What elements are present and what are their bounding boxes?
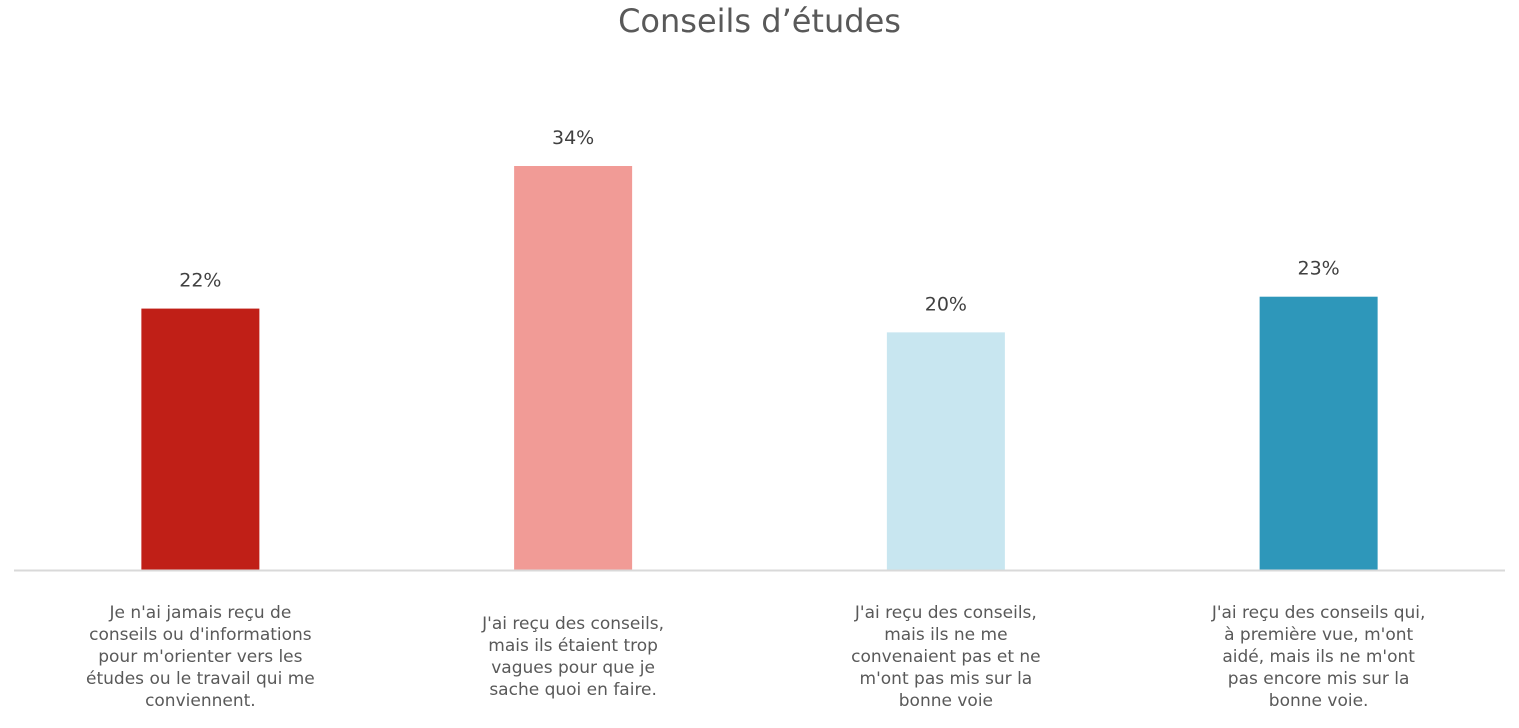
data-label-4: 23% xyxy=(1298,258,1340,280)
x-tick-label-3: J'ai reçu des conseils, mais ils ne me con… xyxy=(851,603,1041,711)
x-tick-label-1: Je n'ai jamais reçu de conseils ou d'info… xyxy=(86,603,315,711)
x-tick-label-line: conviennent. xyxy=(145,691,256,711)
bar-4 xyxy=(1259,296,1378,570)
bar-2 xyxy=(514,166,633,570)
x-tick-label-line: vagues pour que je xyxy=(491,658,655,678)
data-label-2: 34% xyxy=(552,127,594,149)
x-tick-label-line: mais ils étaient trop xyxy=(488,636,658,656)
x-tick-label-line: à première vue, m'ont xyxy=(1224,625,1413,645)
data-label-1: 22% xyxy=(179,270,221,292)
x-tick-label-line: conseils ou d'informations xyxy=(89,625,312,645)
x-tick-label-line: études ou le travail qui me xyxy=(86,669,315,689)
x-tick-label-line: convenaient pas et ne xyxy=(851,647,1041,667)
bar-3 xyxy=(886,332,1005,570)
x-tick-label-line: m'ont pas mis sur la xyxy=(860,669,1033,689)
x-tick-label-line: sache quoi en faire. xyxy=(489,680,657,700)
x-tick-label-line: mais ils ne me xyxy=(884,625,1007,645)
chart-title: Conseils d’études xyxy=(618,2,901,40)
x-tick-label-line: aidé, mais ils ne m'ont xyxy=(1222,647,1415,667)
x-tick-label-4: J'ai reçu des conseils qui, à première vu… xyxy=(1211,603,1426,711)
x-tick-label-line: bonne voie xyxy=(899,691,993,711)
data-label-3: 20% xyxy=(925,293,967,315)
x-tick-label-2: J'ai reçu des conseils, mais ils étaient … xyxy=(481,614,664,700)
x-tick-label-line: pas encore mis sur la xyxy=(1228,669,1410,689)
bar-1 xyxy=(141,308,260,570)
x-tick-label-line: J'ai reçu des conseils, xyxy=(481,614,664,634)
x-tick-label-line: J'ai reçu des conseils, xyxy=(854,603,1037,623)
x-tick-label-line: bonne voie. xyxy=(1269,691,1369,711)
x-tick-label-line: Je n'ai jamais reçu de xyxy=(108,603,291,623)
x-tick-label-line: J'ai reçu des conseils qui, xyxy=(1211,603,1426,623)
x-tick-label-line: pour m'orienter vers les xyxy=(98,647,302,667)
